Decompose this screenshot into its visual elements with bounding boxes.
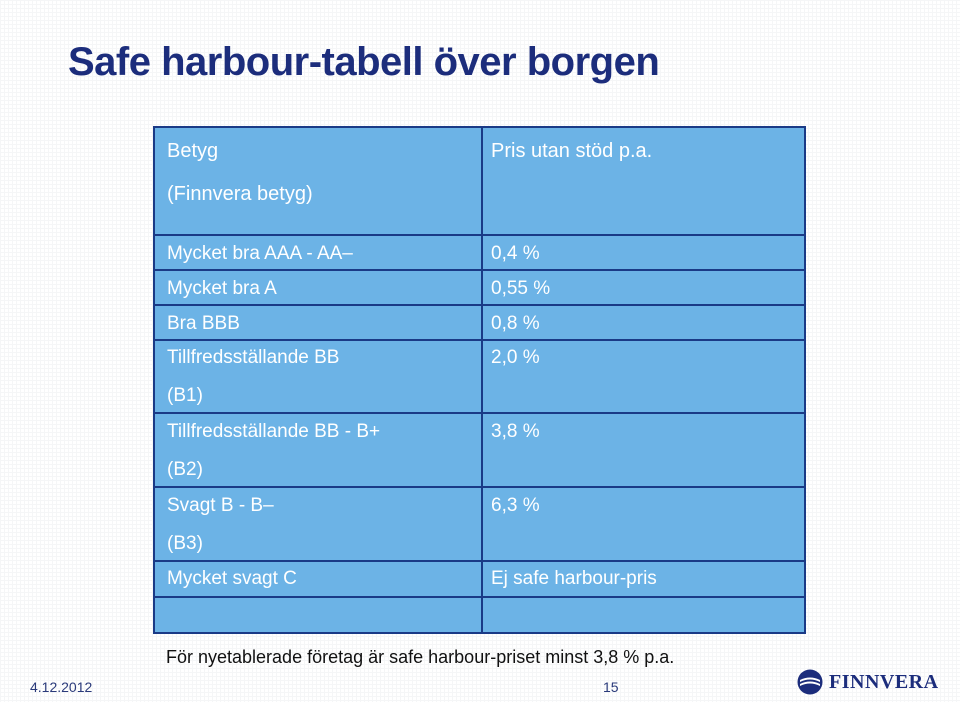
page-title: Safe harbour-tabell över borgen <box>68 40 660 84</box>
row-rating: Svagt B - B– <box>167 495 274 516</box>
row-rating: Tillfredsställande BB <box>167 347 340 368</box>
row-price: 2,0 % <box>491 347 540 368</box>
row-divider <box>155 486 804 488</box>
row-divider <box>155 596 804 598</box>
row-rating-sub: (B1) <box>167 385 203 406</box>
row-price: 0,55 % <box>491 278 551 299</box>
row-rating: Mycket bra AAA - AA– <box>167 243 353 264</box>
row-divider <box>155 304 804 306</box>
row-price: Ej safe harbour-pris <box>491 568 657 589</box>
header-rating-sublabel: (Finnvera betyg) <box>167 183 313 205</box>
row-rating-sub: (B2) <box>167 459 203 480</box>
row-divider <box>155 234 804 236</box>
header-rating-label: Betyg <box>167 140 219 162</box>
row-rating: Mycket svagt C <box>167 568 297 589</box>
column-divider <box>481 128 483 632</box>
row-divider <box>155 560 804 562</box>
row-price: 0,4 % <box>491 243 540 264</box>
row-divider <box>155 339 804 341</box>
footnote: För nyetablerade företag är safe harbour… <box>166 647 675 667</box>
row-price: 3,8 % <box>491 421 540 442</box>
logo-wordmark: FINNVERA <box>829 670 939 693</box>
row-rating: Bra BBB <box>167 313 240 334</box>
row-divider <box>155 412 804 414</box>
row-price: 6,3 % <box>491 495 540 516</box>
finnvera-logo: FINNVERA <box>797 669 939 695</box>
row-price: 0,8 % <box>491 313 540 334</box>
header-price-label: Pris utan stöd p.a. <box>491 140 653 162</box>
row-rating: Tillfredsställande BB - B+ <box>167 421 381 442</box>
page-number: 15 <box>603 679 619 695</box>
safe-harbour-table: Betyg (Finnvera betyg) Pris utan stöd p.… <box>153 126 806 634</box>
finnvera-logo-icon <box>797 669 823 695</box>
row-rating: Mycket bra A <box>167 278 277 299</box>
row-divider <box>155 269 804 271</box>
row-rating-sub: (B3) <box>167 533 203 554</box>
slide-date: 4.12.2012 <box>30 679 93 695</box>
